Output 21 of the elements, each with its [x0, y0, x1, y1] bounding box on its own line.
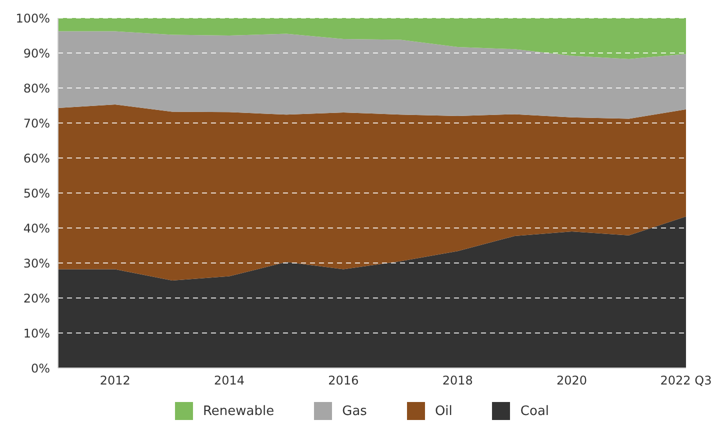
x-tick-label: 2022 Q3 — [660, 374, 712, 388]
legend-label: Coal — [520, 404, 550, 418]
y-tick-label: 20% — [23, 291, 50, 306]
x-tick-label: 2014 — [214, 374, 245, 388]
legend-label: Renewable — [202, 404, 274, 418]
x-tick-label: 2016 — [328, 374, 359, 388]
y-tick-label: 30% — [23, 256, 50, 270]
y-tick-label: 100% — [16, 11, 50, 26]
y-tick-label: 0% — [30, 361, 50, 376]
y-tick-label: 60% — [23, 151, 50, 166]
legend-label: Oil — [434, 404, 452, 418]
y-tick-label: 10% — [23, 326, 50, 340]
y-tick-label: 90% — [23, 46, 50, 60]
y-tick-label: 50% — [23, 186, 50, 200]
y-tick-label: 80% — [23, 81, 50, 96]
x-tick-label: 2020 — [556, 374, 588, 388]
x-tick-label: 2018 — [442, 374, 473, 388]
y-tick-label: 40% — [23, 221, 50, 236]
legend-label: Gas — [342, 404, 367, 418]
y-tick-label: 70% — [23, 116, 50, 130]
x-tick-label: 2012 — [100, 374, 130, 388]
